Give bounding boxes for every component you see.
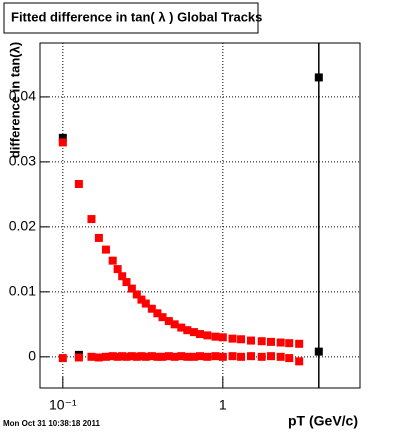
marker <box>118 272 127 281</box>
marker <box>132 352 141 361</box>
marker <box>147 304 156 313</box>
marker <box>183 326 192 335</box>
marker <box>108 256 117 265</box>
y-tick-label: 0.01 <box>9 283 36 299</box>
marker <box>276 352 285 361</box>
marker <box>164 317 173 326</box>
marker <box>196 330 204 339</box>
marker <box>266 337 275 346</box>
marker <box>228 352 237 361</box>
marker <box>118 352 127 361</box>
marker <box>237 335 246 344</box>
marker <box>183 352 192 361</box>
marker <box>122 278 131 287</box>
marker <box>58 133 67 142</box>
marker <box>211 352 220 361</box>
marker <box>295 357 304 366</box>
title-box <box>3 2 259 34</box>
marker <box>247 336 256 345</box>
marker <box>141 352 150 361</box>
marker <box>153 352 162 361</box>
marker <box>203 331 212 340</box>
marker <box>247 352 256 361</box>
marker <box>94 353 103 362</box>
marker <box>137 352 146 361</box>
marker <box>203 352 212 361</box>
y-tick-label: 0.03 <box>9 153 36 169</box>
marker <box>170 352 179 361</box>
x-axis-label: pT (GeV/c) <box>288 413 358 429</box>
marker <box>94 233 103 242</box>
marker <box>285 339 294 348</box>
marker <box>257 337 266 346</box>
marker <box>266 352 275 361</box>
marker <box>87 352 96 361</box>
marker <box>218 352 227 361</box>
y-tick-label: 0.04 <box>9 88 36 104</box>
footer: Mon Oct 31 10:38:18 2011 <box>3 419 100 428</box>
marker <box>101 352 110 361</box>
x-tick-label: 1 <box>219 397 227 413</box>
marker <box>314 347 323 356</box>
marker <box>141 299 150 308</box>
y-axis-label: difference in tan(λ) <box>7 42 22 158</box>
marker <box>127 352 136 361</box>
marker <box>108 352 117 361</box>
marker <box>58 354 67 363</box>
marker <box>74 179 83 188</box>
marker <box>127 284 136 293</box>
marker <box>153 309 162 318</box>
marker <box>122 352 131 361</box>
marker <box>158 352 167 361</box>
marker <box>237 352 246 361</box>
marker <box>177 323 186 332</box>
marker <box>147 352 156 361</box>
marker <box>285 354 294 363</box>
marker <box>101 245 110 254</box>
marker <box>257 352 266 361</box>
marker <box>137 295 146 304</box>
marker <box>164 352 173 361</box>
marker <box>177 352 186 361</box>
marker <box>189 352 198 361</box>
marker <box>228 334 237 343</box>
marker <box>113 265 122 274</box>
chart-title: Fitted difference in tan( λ ) Global Tra… <box>11 9 262 24</box>
marker <box>170 320 179 329</box>
marker <box>132 290 141 299</box>
marker <box>211 332 220 341</box>
marker <box>74 353 83 362</box>
x-tick-label: 10⁻¹ <box>49 397 77 413</box>
y-tick-label: 0 <box>28 348 36 364</box>
marker <box>158 313 167 322</box>
marker <box>189 328 198 337</box>
marker <box>58 138 67 147</box>
marker <box>295 339 304 348</box>
marker <box>196 352 204 361</box>
marker <box>276 338 285 347</box>
marker <box>87 215 96 224</box>
y-tick-label: 0.02 <box>9 218 36 234</box>
marker <box>218 333 227 342</box>
marker <box>113 352 122 361</box>
